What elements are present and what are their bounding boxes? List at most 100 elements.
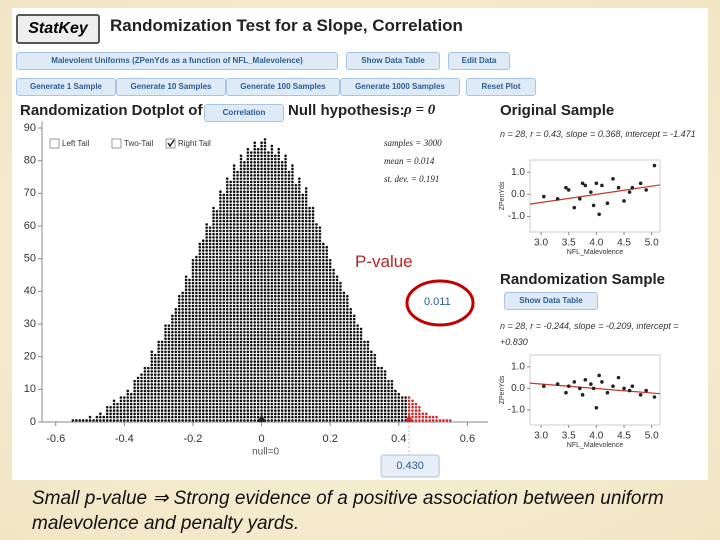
- randomization-summary: n = 28, r = -0.244, slope = -0.209, inte…: [500, 321, 679, 347]
- scatter-point: [591, 386, 596, 391]
- caption: Small p-value ⇒ Strong evidence of a pos…: [32, 488, 664, 534]
- y-tick-label: 70: [24, 187, 36, 199]
- generate-button[interactable]: Generate 10 Samples: [116, 78, 226, 96]
- scatter-point: [622, 386, 626, 391]
- scatter-point: [605, 201, 610, 205]
- null-hypothesis-label: Null hypothesis:: [288, 102, 405, 119]
- x-tick-label: 5.0: [645, 238, 659, 249]
- x-tick-label: 3.0: [534, 238, 548, 249]
- generate-button[interactable]: Generate 1 Sample: [16, 78, 116, 96]
- original-title: Original Sample: [500, 102, 615, 119]
- scatter-point: [564, 185, 568, 190]
- scatter-point: [594, 405, 599, 410]
- tail-option: Right Tail: [178, 139, 211, 148]
- scatter-point: [591, 203, 596, 208]
- randomization-title: Randomization Sample: [500, 271, 666, 288]
- x-tick-label: -0.4: [115, 433, 134, 445]
- y-tick-label: 60: [24, 220, 36, 232]
- y-tick-label: 1.0: [511, 361, 525, 372]
- scatter-point: [627, 388, 632, 393]
- page-title: Randomization Test for a Slope, Correlat…: [110, 16, 463, 35]
- null-label: null=0: [252, 447, 279, 458]
- scatter-point: [580, 393, 585, 397]
- summary-stats: samples = 3000 mean = 0.014 st. dev. = 0…: [384, 134, 442, 188]
- checkbox[interactable]: [111, 138, 122, 149]
- scatter-frame: [529, 159, 661, 233]
- y-tick-label: 0: [30, 416, 36, 428]
- x-tick-label: 0.4: [391, 433, 406, 445]
- scatter-point: [589, 190, 593, 194]
- pvalue: 0.011: [424, 296, 451, 308]
- x-tick-label: 0.6: [460, 433, 475, 445]
- pvalue-label: P-value: [355, 252, 413, 272]
- scatter-point: [542, 194, 546, 199]
- y-tick-label: 90: [24, 122, 36, 134]
- scatter-point: [589, 382, 593, 386]
- scatter-point: [566, 384, 571, 389]
- scatter-point: [583, 377, 588, 382]
- reset-button[interactable]: Reset Plot: [466, 78, 536, 96]
- y-tick-label: 10: [24, 383, 36, 395]
- x-tick-label: 4.0: [589, 238, 603, 249]
- threshold-marker: [405, 414, 414, 422]
- y-tick-label: 0.0: [511, 189, 525, 200]
- x-tick-label: 5.0: [645, 431, 659, 442]
- scatter-point: [597, 373, 601, 378]
- scatter-point: [652, 163, 657, 168]
- threshold-box: [380, 454, 440, 478]
- scatter-point: [600, 380, 604, 384]
- logo[interactable]: StatKey: [16, 14, 100, 44]
- scatter-point: [638, 393, 643, 397]
- stat-line: mean = 0.014: [384, 156, 435, 166]
- null-hypothesis: ρ = 0: [404, 102, 436, 118]
- scatter-point: [577, 386, 582, 391]
- y-tick-label: 30: [24, 318, 36, 330]
- y-tick-label: 0.0: [511, 383, 525, 394]
- scatter-point: [600, 183, 604, 188]
- scatter-point: [630, 185, 635, 190]
- scatter-point: [616, 375, 621, 380]
- scatter-point: [605, 390, 610, 395]
- x-tick-label: 4.0: [589, 431, 603, 442]
- scatter-point: [652, 395, 657, 399]
- generate-button[interactable]: Generate 1000 Samples: [340, 78, 460, 96]
- scatter-point: [564, 390, 568, 395]
- show-data-button[interactable]: Show Data Table: [504, 292, 598, 310]
- y-tick-label: 20: [24, 351, 36, 363]
- scatter-point: [616, 185, 621, 190]
- x-tick-label: 0.2: [323, 433, 338, 445]
- stat-line: st. dev. = 0.191: [384, 174, 440, 184]
- scatter-point: [611, 177, 615, 181]
- statistic-select[interactable]: Correlation: [204, 104, 284, 122]
- y-axis-title: ZPenYds: [499, 375, 506, 404]
- scatter-point: [630, 384, 635, 389]
- scatter-frame: [529, 354, 661, 426]
- x-tick-label: 3.5: [562, 238, 576, 249]
- scatter-point: [572, 380, 577, 384]
- scatter-point: [555, 382, 560, 386]
- x-axis-title: NFL_Malevolence: [567, 442, 624, 449]
- scatter-point: [627, 190, 632, 194]
- scatter-point: [597, 212, 601, 217]
- dataset-select[interactable]: Malevolent Uniforms (ZPenYds as a functi…: [16, 52, 338, 70]
- generate-button[interactable]: Generate 100 Samples: [226, 78, 340, 96]
- checkmark: [167, 139, 175, 148]
- checkbox[interactable]: [49, 138, 60, 149]
- scatter-point: [594, 181, 599, 186]
- x-tick-label: 4.5: [617, 431, 631, 442]
- y-tick-label: 1.0: [511, 167, 525, 178]
- checkbox[interactable]: [165, 138, 176, 149]
- x-tick-label: -0.2: [183, 433, 202, 445]
- tail-option: Left Tail: [62, 139, 90, 148]
- edit-data-button[interactable]: Edit Data: [448, 52, 510, 70]
- tail-option: Two-Tail: [124, 139, 154, 148]
- stat-line: samples = 3000: [384, 138, 442, 148]
- x-tick-label: -0.6: [46, 433, 65, 445]
- x-tick-label: 3.0: [534, 431, 548, 442]
- original-summary: n = 28, r = 0.43, slope = 0.368, interce…: [500, 129, 696, 139]
- show-data-button[interactable]: Show Data Table: [346, 52, 440, 70]
- scatter-point: [577, 196, 582, 201]
- x-tick-label: 0: [259, 433, 265, 445]
